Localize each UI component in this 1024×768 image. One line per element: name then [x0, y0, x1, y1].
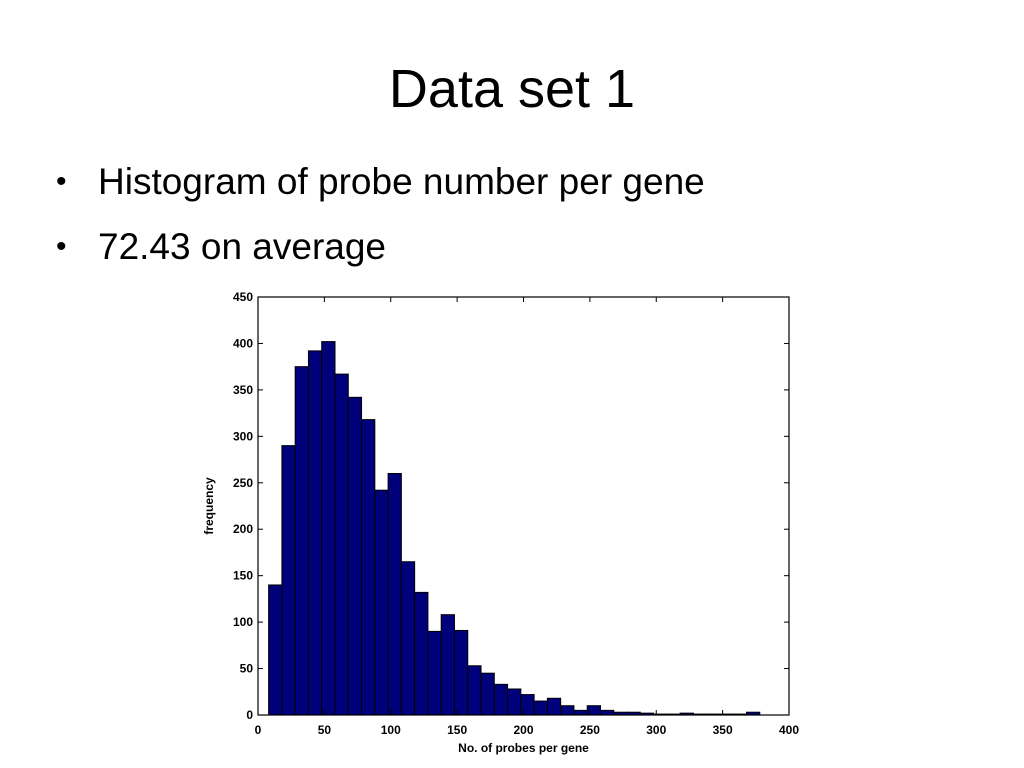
x-tick-label: 300	[646, 723, 666, 737]
histogram-bar	[347, 396, 363, 716]
y-tick-label: 250	[233, 476, 253, 490]
histogram-bar	[480, 672, 495, 716]
x-tick-label: 0	[255, 723, 262, 737]
bars	[268, 341, 761, 716]
histogram-bar	[440, 614, 455, 716]
x-tick-label: 350	[713, 723, 733, 737]
histogram-bar	[507, 688, 522, 716]
bullet-item: • 72.43 on average	[56, 228, 705, 265]
histogram-bar	[520, 694, 535, 716]
histogram-bar	[467, 665, 482, 716]
y-tick-label: 300	[233, 429, 253, 443]
y-axis-title: frequency	[202, 477, 216, 535]
y-tick-label: 350	[233, 383, 253, 397]
histogram-bar	[414, 591, 429, 716]
histogram-bar	[400, 561, 416, 716]
histogram-bar	[573, 709, 588, 716]
x-tick-label: 50	[318, 723, 332, 737]
histogram-bar	[546, 697, 562, 716]
x-tick-label: 100	[381, 723, 401, 737]
histogram-bar	[586, 705, 601, 716]
histogram-bar	[387, 472, 402, 716]
axis-ticks: 0 50 100 150 200 250 300 350 400 0 50 100 150 200 250 3…	[233, 290, 799, 737]
bullet-text: 72.43 on average	[98, 226, 387, 267]
histogram-bar	[307, 350, 323, 716]
x-tick-label: 200	[513, 723, 533, 737]
x-tick-label: 150	[447, 723, 467, 737]
y-tick-label: 450	[233, 290, 253, 304]
bullet-marker: •	[56, 229, 67, 263]
bullet-list: • Histogram of probe number per gene • 7…	[56, 163, 705, 293]
y-tick-label: 400	[233, 336, 253, 350]
y-tick-label: 50	[240, 662, 254, 676]
histogram-bar	[560, 705, 575, 716]
histogram-bar	[334, 373, 349, 716]
histogram-bar	[321, 341, 336, 716]
histogram-bar	[533, 700, 548, 716]
bullet-marker: •	[56, 164, 67, 198]
slide-title: Data set 1	[388, 59, 636, 119]
histogram-bar	[281, 445, 296, 716]
y-tick-label: 0	[246, 708, 253, 722]
x-axis-title: No. of probes per gene	[458, 741, 589, 755]
histogram-bar	[294, 366, 309, 716]
histogram-bar	[453, 629, 469, 716]
y-tick-label: 200	[233, 522, 253, 536]
histogram-bar	[268, 584, 283, 716]
y-tick-label: 100	[233, 615, 253, 629]
y-tick-label: 150	[233, 569, 253, 583]
histogram-bar	[361, 419, 376, 716]
x-tick-label: 250	[580, 723, 600, 737]
histogram-bar	[599, 709, 615, 716]
histogram-bar	[427, 630, 442, 716]
bullet-text: Histogram of probe number per gene	[98, 161, 705, 202]
bullet-item: • Histogram of probe number per gene	[56, 163, 705, 200]
histogram-bar	[493, 683, 509, 716]
histogram-bar	[374, 489, 389, 716]
x-tick-label: 400	[779, 723, 799, 737]
